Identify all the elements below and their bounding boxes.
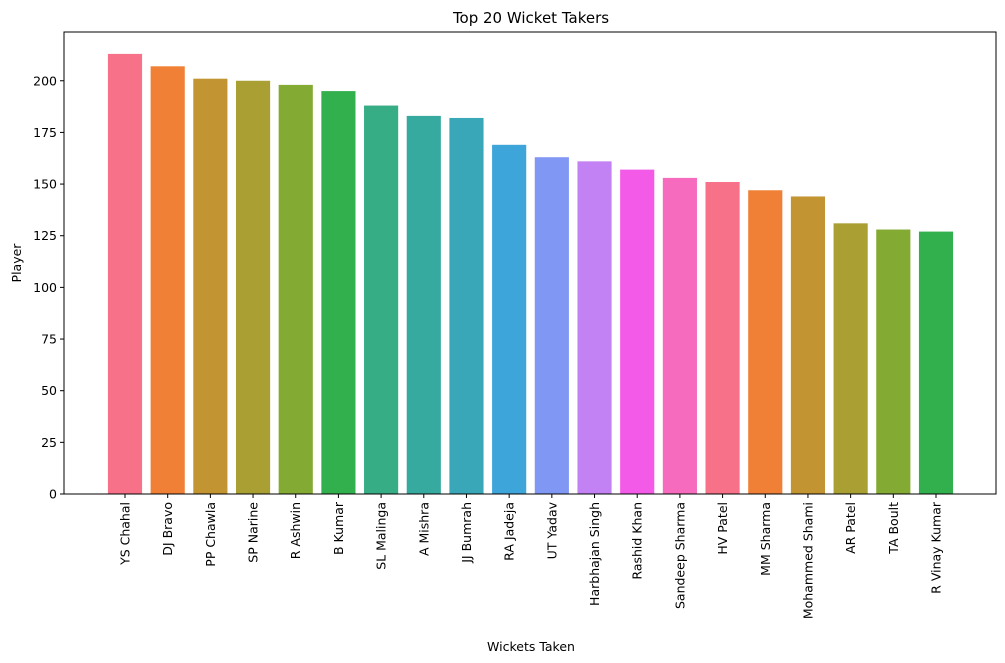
bar-r-vinay-kumar	[918, 231, 954, 494]
y-axis-label: Player	[9, 243, 24, 283]
y-tick-label: 50	[41, 383, 57, 398]
bar-sandeep-sharma	[662, 177, 697, 494]
x-tick-label: R Ashwin	[288, 502, 303, 559]
y-tick-label: 100	[33, 280, 57, 295]
x-axis-label: Wickets Taken	[487, 639, 575, 654]
bar-pp-chawla	[193, 78, 228, 494]
x-tick-label: Sandeep Sharma	[672, 502, 687, 609]
x-tick-label: B Kumar	[331, 501, 346, 555]
x-axis: YS Chahal DJ Bravo PP Chawla SP Narine R Ash…	[118, 494, 944, 619]
x-tick-label: MM Sharma	[758, 502, 773, 576]
y-tick-label: 200	[33, 73, 57, 88]
x-tick-label: SL Malinga	[374, 502, 389, 570]
y-tick-label: 175	[33, 125, 57, 140]
bar-harbhajan-singh	[577, 161, 612, 494]
x-tick-label: PP Chawla	[203, 502, 218, 567]
x-tick-label: Rashid Khan	[630, 502, 645, 580]
bar-mohammed-shami	[790, 196, 826, 494]
x-tick-label: HV Patel	[715, 502, 730, 555]
x-tick-label: SP Narine	[246, 502, 261, 563]
x-tick-label: A Mishra	[416, 502, 431, 556]
bar-jj-bumrah	[449, 117, 484, 494]
y-axis: 0 25 50 75 100 125 150 175 200	[33, 73, 64, 502]
chart-title: Top 20 Wicket Takers	[452, 9, 609, 27]
x-tick-label: UT Yadav	[544, 501, 559, 559]
bar-dj-bravo	[150, 66, 185, 495]
bar-sl-malinga	[364, 105, 399, 495]
bar-ta-boult	[876, 229, 911, 495]
x-tick-label: Mohammed Shami	[800, 502, 815, 619]
bars-group	[107, 53, 954, 495]
bar-ra-jadeja	[492, 144, 527, 494]
y-tick-label: 125	[33, 228, 57, 243]
y-tick-label: 75	[41, 332, 57, 347]
x-tick-label: R Vinay Kumar	[929, 501, 944, 594]
bar-a-mishra	[406, 115, 441, 494]
plot-frame	[63, 31, 997, 495]
y-tick-label: 150	[33, 177, 57, 192]
y-tick-label: 0	[49, 487, 57, 502]
x-tick-label: JJ Bumrah	[459, 502, 474, 564]
bar-mm-sharma	[748, 190, 783, 494]
bar-r-ashwin	[278, 84, 313, 494]
bar-sp-narine	[235, 80, 271, 494]
bar-b-kumar	[321, 91, 356, 495]
y-tick-label: 25	[41, 435, 57, 450]
x-tick-label: AR Patel	[843, 502, 858, 554]
x-tick-label: DJ Bravo	[160, 502, 175, 556]
bar-rashid-khan	[620, 169, 655, 495]
bar-ar-patel	[833, 223, 868, 494]
x-tick-label: Harbhajan Singh	[587, 502, 602, 606]
bar-ys-chahal	[107, 53, 143, 494]
bar-hv-patel	[705, 182, 740, 494]
bar-ut-yadav	[534, 157, 569, 494]
x-tick-label: RA Jadeja	[502, 502, 517, 561]
x-tick-label: TA Boult	[886, 502, 901, 555]
x-tick-label: YS Chahal	[118, 502, 133, 566]
